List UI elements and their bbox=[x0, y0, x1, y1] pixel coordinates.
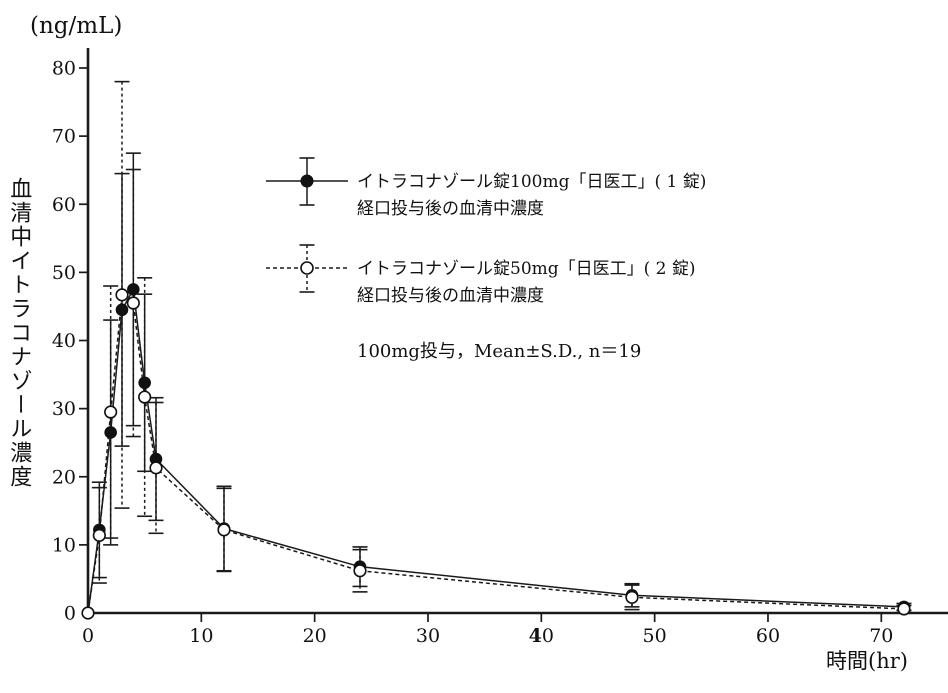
data-point-filled bbox=[127, 283, 140, 296]
data-point-open bbox=[104, 405, 118, 419]
x-tick-label: 20 bbox=[303, 625, 327, 647]
y-axis-unit-label: (ng/mL) bbox=[30, 13, 123, 39]
data-point-filled bbox=[104, 426, 117, 439]
y-tick-label: 60 bbox=[52, 194, 76, 216]
legend-entry-1-line-2: 経口投与後の血清中濃度 bbox=[357, 199, 544, 219]
legend-marker-open-circle bbox=[300, 261, 314, 275]
y-tick-label: 70 bbox=[52, 126, 76, 148]
x-tick-label: 60 bbox=[756, 625, 780, 647]
x-tick-label: 40 bbox=[529, 625, 554, 647]
y-tick-label: 80 bbox=[52, 58, 76, 80]
x-axis-title: 時間(hr) bbox=[826, 649, 908, 673]
legend-entry-1-line-1: イトラコナゾール錠100mg「日医工」( 1 錠) bbox=[357, 172, 707, 192]
y-tick-label: 50 bbox=[52, 262, 76, 284]
y-tick-label: 40 bbox=[52, 330, 76, 352]
y-tick-label: 10 bbox=[52, 534, 76, 556]
x-tick-label: 10 bbox=[189, 625, 213, 647]
data-point-open bbox=[115, 288, 129, 302]
data-point-open bbox=[126, 296, 140, 310]
data-point-open bbox=[897, 602, 911, 616]
data-point-open bbox=[92, 528, 106, 542]
data-point-open bbox=[81, 606, 95, 620]
x-tick-label: 30 bbox=[416, 625, 440, 647]
y-tick-label: 20 bbox=[52, 466, 76, 488]
y-tick-label: 0 bbox=[64, 603, 76, 625]
y-tick-label: 30 bbox=[52, 398, 76, 420]
data-point-open bbox=[625, 590, 639, 604]
study-note: 100mg投与，Mean±S.D., n＝19 bbox=[357, 341, 642, 362]
data-point-open bbox=[138, 390, 152, 404]
legend-entry-2-line-1: イトラコナゾール錠50mg「日医工」( 2 錠) bbox=[357, 259, 696, 279]
x-tick-label: 70 bbox=[869, 625, 893, 647]
data-point-open bbox=[149, 461, 163, 475]
x-tick-label: 50 bbox=[643, 625, 667, 647]
x-tick-label: 0 bbox=[82, 625, 94, 647]
data-point-open bbox=[217, 523, 231, 537]
data-point-filled bbox=[138, 376, 151, 390]
legend-marker-filled-circle bbox=[300, 174, 314, 188]
data-point-filled bbox=[115, 303, 129, 317]
legend-entry-2-line-2: 経口投与後の血清中濃度 bbox=[357, 286, 544, 306]
data-point-open bbox=[353, 564, 367, 578]
y-axis-title: 血清中イトラコナゾール濃度 bbox=[6, 177, 32, 489]
